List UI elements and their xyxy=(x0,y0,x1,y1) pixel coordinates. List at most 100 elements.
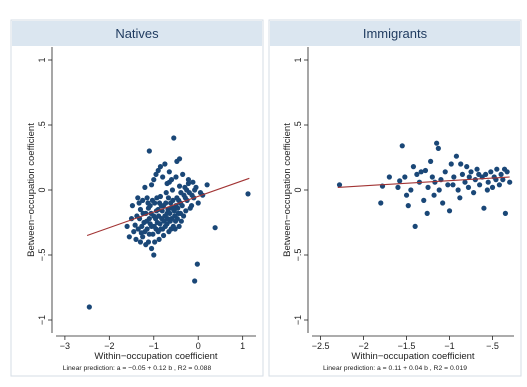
data-point xyxy=(448,161,454,167)
y-tick-label: −1 xyxy=(293,315,303,325)
data-point xyxy=(428,158,434,164)
data-point xyxy=(142,184,148,190)
data-point xyxy=(498,171,504,177)
data-point xyxy=(180,171,186,177)
data-point xyxy=(137,239,144,245)
data-point xyxy=(412,223,418,229)
data-point xyxy=(434,140,440,146)
data-point xyxy=(168,226,174,232)
data-point xyxy=(459,171,466,177)
data-point xyxy=(336,182,343,188)
data-point xyxy=(414,171,420,177)
data-point xyxy=(465,184,472,190)
data-point xyxy=(185,177,192,183)
x-tick-label: −1 xyxy=(149,341,159,351)
data-point xyxy=(489,184,496,190)
data-point xyxy=(418,169,424,175)
data-point xyxy=(402,174,408,180)
data-point xyxy=(455,187,461,193)
data-point xyxy=(192,278,198,284)
data-point xyxy=(136,200,142,206)
data-point xyxy=(488,169,494,175)
data-point xyxy=(132,222,138,228)
data-point xyxy=(150,231,156,237)
fit-note: Linear prediction: a = 0.11 + 0.04 b , R… xyxy=(323,365,467,372)
data-point xyxy=(187,205,193,211)
x-tick-label: 0 xyxy=(196,341,201,351)
data-point xyxy=(484,187,490,193)
data-point xyxy=(180,213,187,219)
data-point xyxy=(212,225,218,231)
y-tick-label: 1 xyxy=(293,57,303,62)
panel-background xyxy=(268,19,522,377)
data-point xyxy=(458,161,464,167)
data-point xyxy=(147,221,153,227)
data-point xyxy=(135,226,141,232)
data-point xyxy=(466,174,472,180)
data-point xyxy=(386,174,392,180)
data-point xyxy=(146,148,152,154)
data-point xyxy=(189,192,195,198)
data-point xyxy=(176,197,182,203)
data-point xyxy=(158,226,164,232)
data-point xyxy=(143,242,149,248)
panel-title: Natives xyxy=(115,26,159,41)
data-point xyxy=(245,191,251,197)
data-point xyxy=(175,205,181,211)
data-point xyxy=(176,183,183,189)
data-point xyxy=(163,190,169,196)
data-point xyxy=(157,164,164,170)
data-point xyxy=(501,166,508,172)
data-point xyxy=(446,208,453,214)
data-point xyxy=(425,184,431,190)
data-point xyxy=(154,195,160,201)
data-point xyxy=(471,190,477,196)
data-point xyxy=(185,180,192,187)
data-point xyxy=(457,195,463,201)
data-point xyxy=(160,232,167,239)
y-tick-label: −1 xyxy=(37,315,47,325)
data-point xyxy=(453,153,460,159)
data-point xyxy=(131,229,137,235)
data-point xyxy=(133,236,139,242)
data-point xyxy=(464,164,470,170)
data-point xyxy=(190,179,196,185)
y-tick-label: 0 xyxy=(37,187,47,192)
data-point xyxy=(142,229,148,235)
data-point xyxy=(440,200,446,206)
data-point xyxy=(157,221,163,227)
data-point xyxy=(182,195,188,201)
panel-title-band xyxy=(270,21,520,46)
data-point xyxy=(178,190,184,196)
data-point xyxy=(151,223,157,229)
data-point xyxy=(162,161,168,167)
data-point xyxy=(403,192,410,198)
fit-line xyxy=(86,177,250,237)
data-point xyxy=(139,223,145,229)
data-point xyxy=(129,203,136,209)
y-axis-label: Between−occupation coefficient xyxy=(282,123,293,257)
y-tick-label: 0 xyxy=(293,187,303,192)
data-point xyxy=(149,197,156,203)
data-point xyxy=(468,169,474,175)
data-point xyxy=(162,223,168,229)
data-point xyxy=(144,218,150,224)
data-point xyxy=(148,245,155,252)
data-point xyxy=(179,203,185,209)
data-point xyxy=(140,197,146,203)
data-point xyxy=(171,208,177,214)
x-tick-label: −2 xyxy=(358,341,368,351)
data-point xyxy=(144,195,150,201)
data-point xyxy=(184,187,190,193)
data-point xyxy=(397,178,403,184)
data-point xyxy=(399,143,405,149)
data-point xyxy=(410,164,417,170)
data-point xyxy=(171,135,177,141)
data-point xyxy=(450,182,456,188)
data-point xyxy=(476,171,482,177)
data-point xyxy=(140,210,146,216)
data-point xyxy=(126,234,132,240)
data-point xyxy=(151,252,157,258)
x-tick-label: −2 xyxy=(104,341,114,351)
